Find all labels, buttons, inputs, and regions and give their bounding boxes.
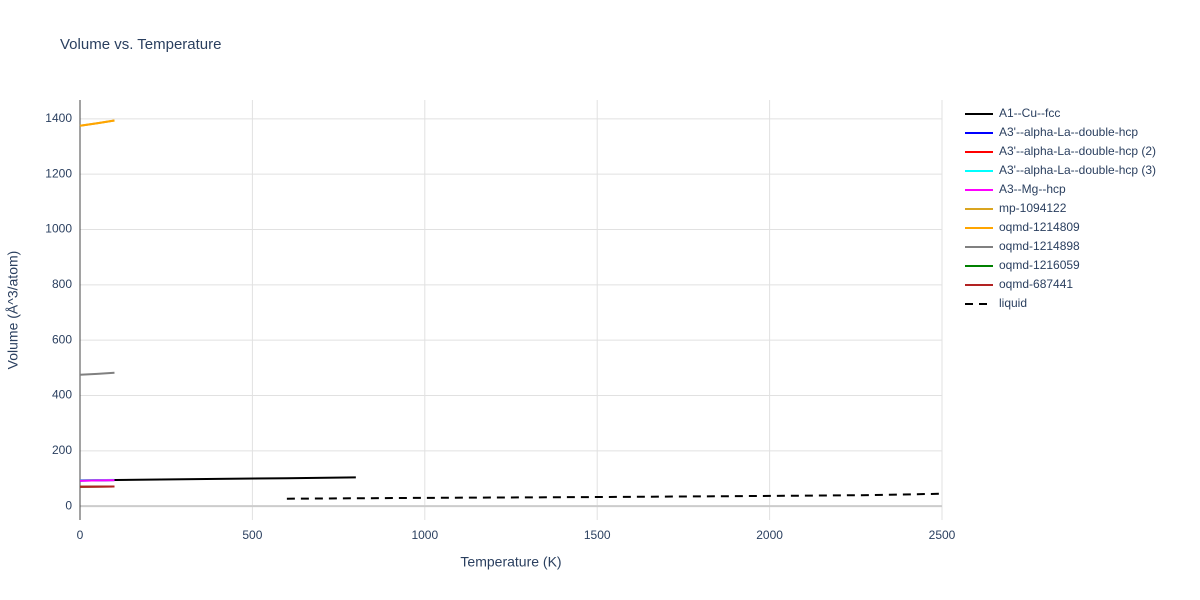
legend-label: A1--Cu--fcc (999, 106, 1060, 120)
x-tick-label: 2500 (929, 528, 956, 542)
y-tick-label: 200 (52, 443, 72, 457)
y-tick-label: 400 (52, 388, 72, 402)
y-tick-label: 600 (52, 332, 72, 346)
x-axis-title: Temperature (K) (460, 554, 561, 570)
legend-label: oqmd-1216059 (999, 258, 1080, 272)
series-line (79, 476, 356, 482)
y-tick-label: 0 (65, 498, 72, 512)
y-tick-label: 1400 (45, 111, 72, 125)
legend-label: A3'--alpha-La--double-hcp (999, 125, 1138, 139)
legend-label: mp-1094122 (999, 201, 1067, 215)
y-axis-title: Volume (Å^3/atom) (5, 251, 21, 370)
chart-title: Volume vs. Temperature (60, 36, 221, 53)
legend-label: A3--Mg--hcp (999, 182, 1066, 196)
series-line (79, 371, 115, 376)
legend-label: A3'--alpha-La--double-hcp (3) (999, 163, 1156, 177)
y-tick-label: 1200 (45, 166, 72, 180)
series-line (79, 479, 115, 482)
x-tick-label: 500 (242, 528, 262, 542)
series-line (79, 119, 115, 127)
legend-label: oqmd-1214898 (999, 239, 1080, 253)
legend-label: oqmd-687441 (999, 277, 1073, 291)
x-tick-label: 2000 (756, 528, 783, 542)
y-tick-label: 800 (52, 277, 72, 291)
legend-label: oqmd-1214809 (999, 220, 1080, 234)
legend-label: liquid (999, 296, 1027, 310)
x-tick-label: 1500 (584, 528, 611, 542)
x-tick-label: 1000 (411, 528, 438, 542)
series-line (286, 492, 943, 500)
y-tick-label: 1000 (45, 222, 72, 236)
x-tick-label: 0 (77, 528, 84, 542)
legend-label: A3'--alpha-La--double-hcp (2) (999, 144, 1156, 158)
